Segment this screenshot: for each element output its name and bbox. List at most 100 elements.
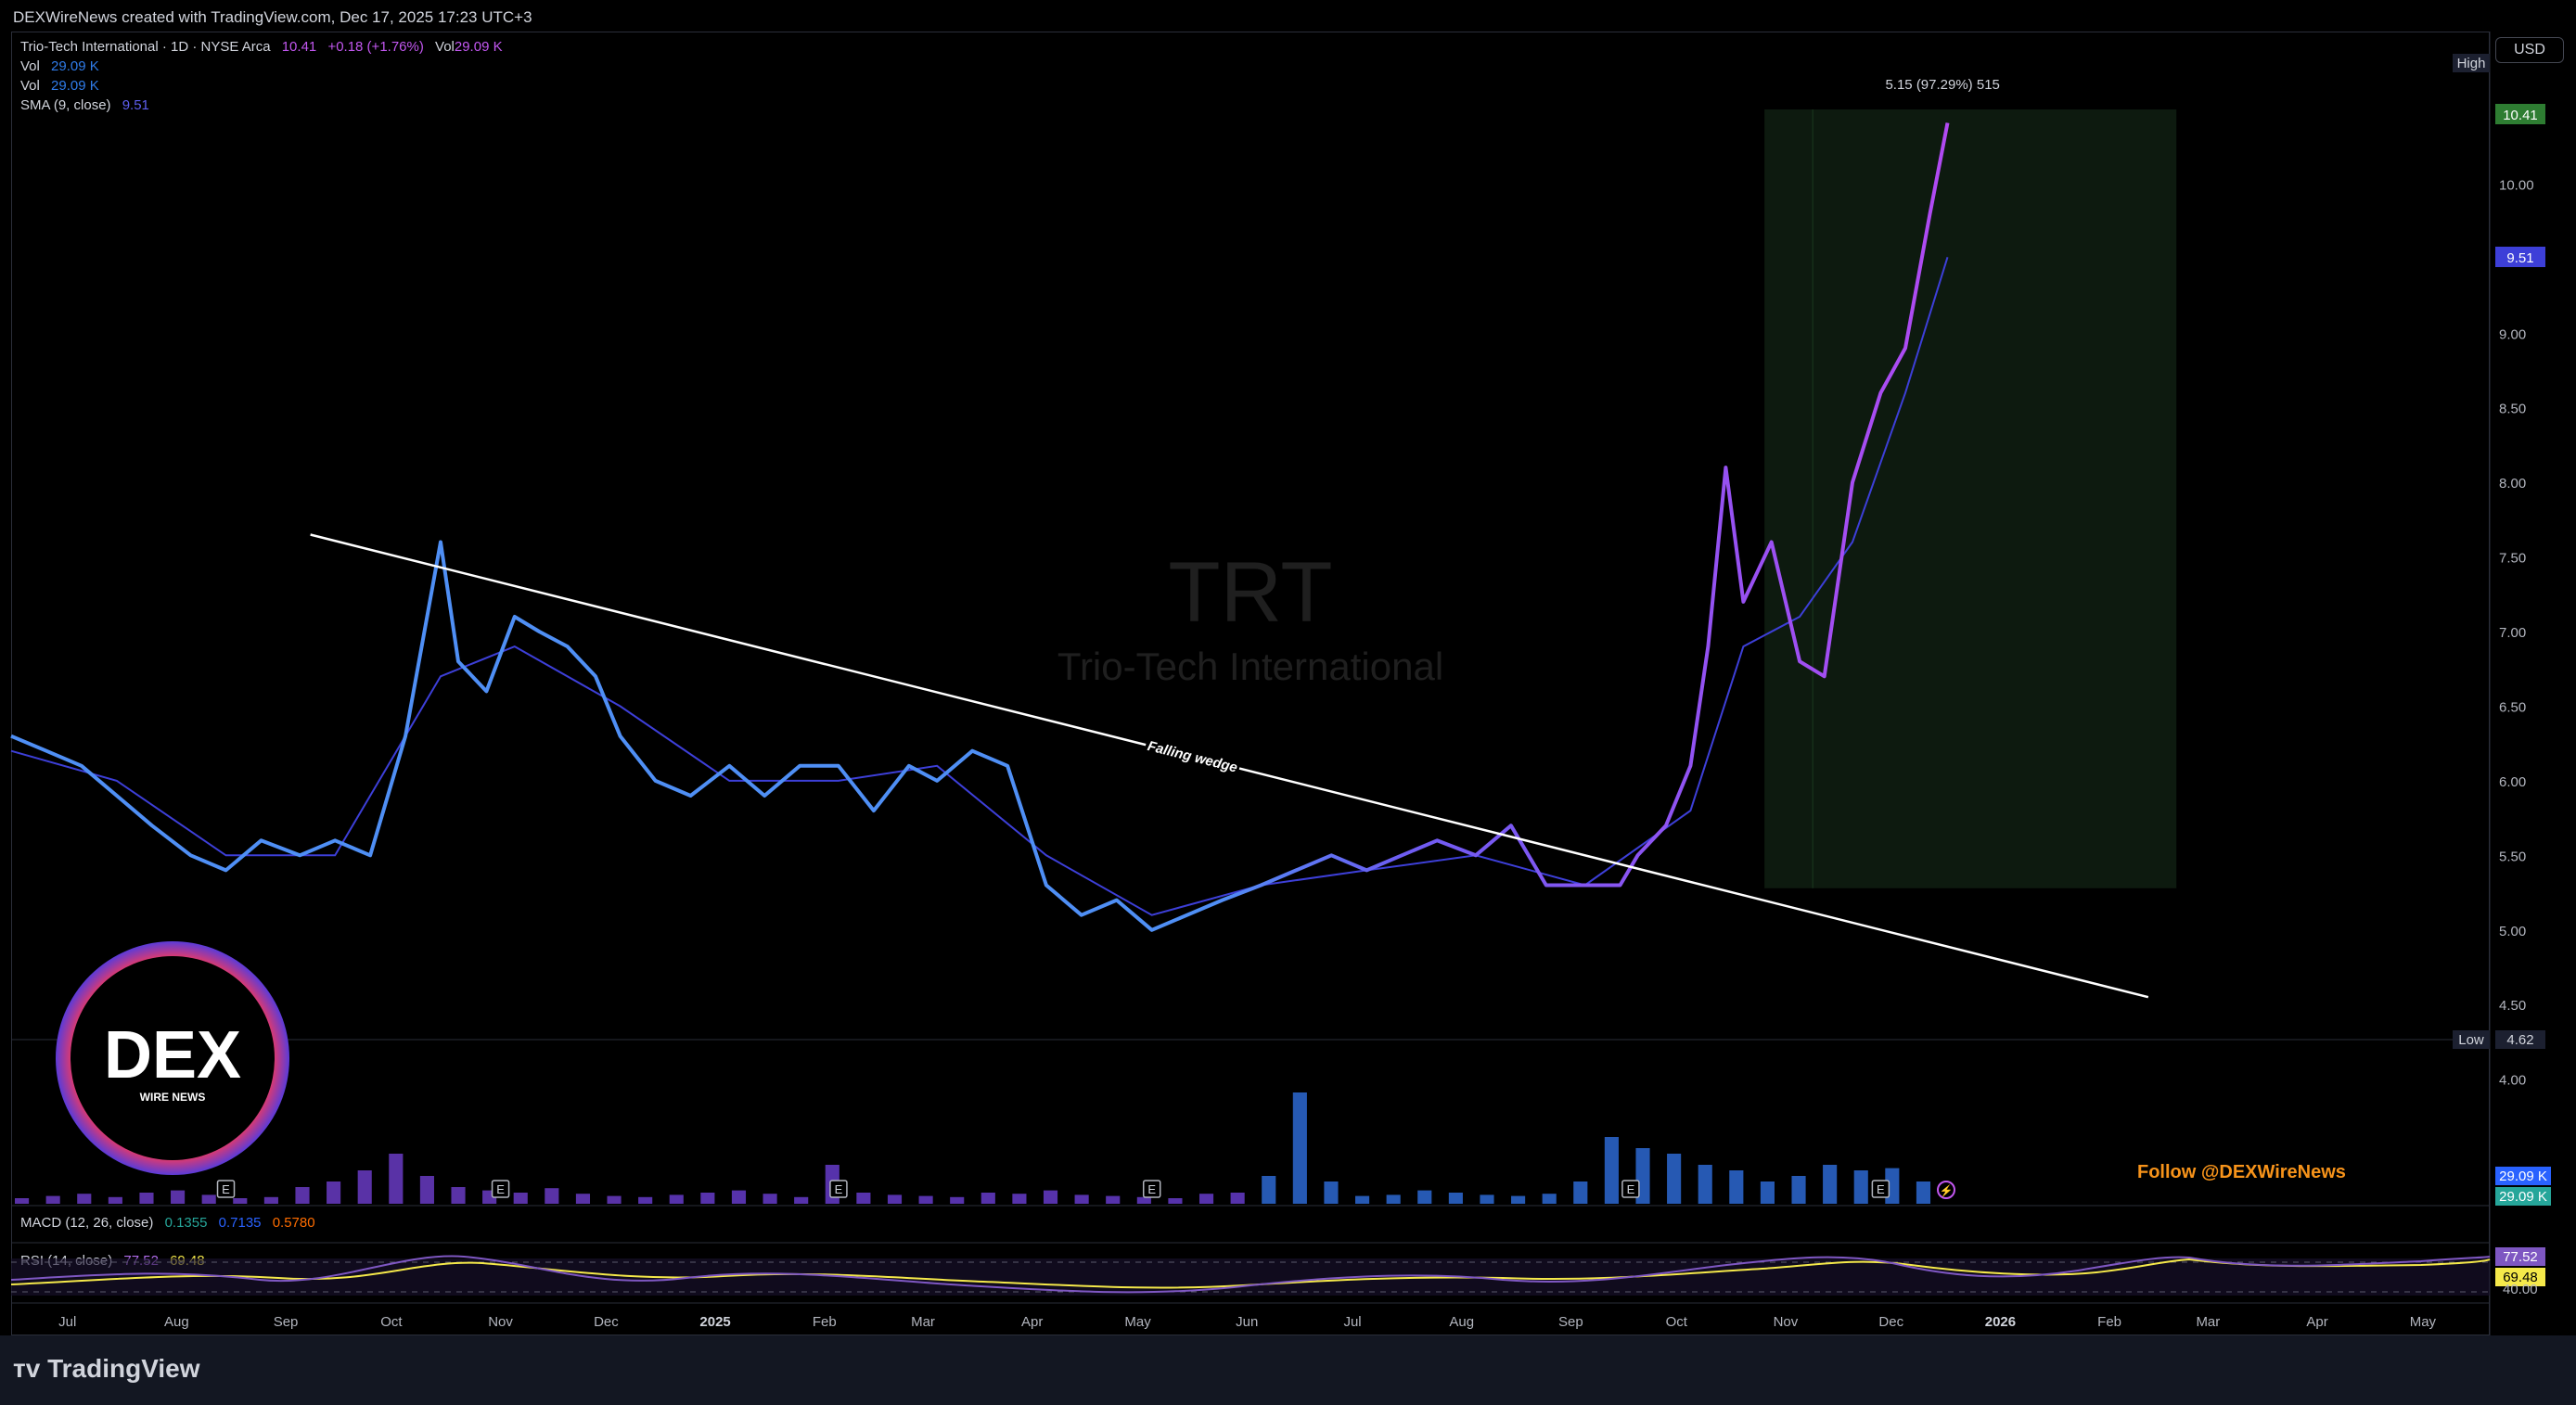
follow-callout: Follow @DEXWireNews: [2137, 1162, 2346, 1182]
sma-badge-text: 9.51: [2506, 250, 2533, 266]
symbol-name: Trio-Tech International · 1D · NYSE Arca: [20, 39, 271, 55]
rsi-badge-b-text: 69.48: [2503, 1270, 2538, 1285]
volume-bar: [389, 1154, 404, 1204]
vol1-value: 29.09 K: [51, 58, 99, 74]
y-tick-label: 9.00: [2499, 326, 2526, 342]
vol-badge-b-text: 29.09 K: [2499, 1189, 2547, 1205]
volume-bar: [1355, 1195, 1370, 1204]
earnings-marker-label: E: [1877, 1182, 1885, 1196]
macd-value: 0.1355: [164, 1215, 208, 1231]
volume-bar: [1823, 1165, 1838, 1204]
volume-bar: [171, 1190, 186, 1204]
sma-legend[interactable]: SMA (9, close) 9.51: [20, 97, 149, 113]
sma-label: SMA (9, close): [20, 97, 111, 113]
currency-selector[interactable]: USD: [2495, 37, 2564, 63]
volume-bar: [1417, 1190, 1432, 1204]
x-tick-label: Jun: [1236, 1314, 1258, 1330]
x-tick-label: Dec: [594, 1314, 619, 1330]
volume-bar: [700, 1193, 715, 1204]
vol-label: Vol: [435, 39, 455, 55]
volume-bar: [357, 1170, 372, 1204]
tradingview-logo[interactable]: ᴛᴠ TradingView: [13, 1354, 200, 1384]
volume-bar: [1760, 1181, 1775, 1204]
y-tick-label: 8.50: [2499, 402, 2526, 417]
volume-bar: [856, 1193, 871, 1204]
top-bar: DEXWireNews created with TradingView.com…: [0, 0, 2576, 32]
range-box: [1764, 109, 2177, 888]
chart-author-title: DEXWireNews created with TradingView.com…: [13, 8, 532, 26]
volume-bar: [731, 1190, 747, 1204]
y-tick-label: 5.50: [2499, 849, 2526, 864]
x-tick-label: Jul: [58, 1314, 76, 1330]
volume-bar: [1324, 1181, 1339, 1204]
macd-legend[interactable]: MACD (12, 26, close) 0.1355 0.7135 0.578…: [20, 1215, 315, 1231]
y-tick-label: 8.00: [2499, 476, 2526, 492]
volume-bar: [1168, 1198, 1183, 1204]
volume-bar: [263, 1196, 278, 1204]
vol-badge-a: [2495, 1167, 2551, 1185]
low-label-badge: [2453, 1030, 2490, 1049]
volume-bar: [1448, 1193, 1463, 1204]
macd-label: MACD (12, 26, close): [20, 1215, 154, 1231]
range-label: 5.15 (97.29%) 515: [1885, 77, 1999, 93]
dex-logo-text: DEX: [104, 1018, 241, 1092]
x-tick-label: Sep: [274, 1314, 299, 1330]
alert-icon[interactable]: [1937, 1181, 1955, 1199]
y-tick-label: 5.00: [2499, 924, 2526, 939]
rsi-line: [10, 1255, 2491, 1294]
volume-bar: [1386, 1194, 1401, 1204]
watermark-ticker: TRT: [1168, 545, 1332, 640]
volume-bar: [1667, 1154, 1682, 1204]
volume-bar: [45, 1195, 60, 1204]
vol-value: 29.09 K: [454, 39, 503, 55]
earnings-marker-label: E: [1627, 1182, 1635, 1196]
price-change: +0.18 (+1.76%): [327, 39, 424, 55]
volume-bar: [545, 1188, 559, 1204]
dex-logo-subtext: WIRE NEWS: [140, 1091, 206, 1104]
volume-bar: [1106, 1195, 1121, 1204]
earnings-marker: [1621, 1180, 1640, 1198]
vol2-value: 29.09 K: [51, 78, 99, 94]
volume-bar: [1511, 1195, 1526, 1204]
vol-legend-1[interactable]: Vol 29.09 K: [20, 58, 99, 74]
volume-bar: [1542, 1194, 1557, 1204]
tradingview-logo-icon: ᴛᴠ: [13, 1354, 41, 1383]
price-chart[interactable]: TRT Trio-Tech International 5.15 (97.29%…: [0, 0, 2576, 1335]
x-tick-label: Sep: [1558, 1314, 1583, 1330]
rsi-tick-label: 40.00: [2503, 1282, 2538, 1297]
volume-bar: [15, 1198, 30, 1204]
rsi-badge-a: [2495, 1247, 2545, 1266]
volume-bar: [1480, 1194, 1494, 1204]
volume-bar: [108, 1196, 122, 1204]
y-tick-label: 7.00: [2499, 625, 2526, 641]
x-tick-label: Mar: [2196, 1314, 2220, 1330]
high-label: High: [2457, 56, 2486, 71]
earnings-marker-label: E: [1147, 1182, 1156, 1196]
volume-bar: [1729, 1170, 1744, 1204]
x-tick-label: 2026: [1985, 1314, 2016, 1330]
earnings-marker-label: E: [835, 1182, 843, 1196]
volume-bar: [1136, 1196, 1151, 1204]
volume-bar: [950, 1196, 965, 1204]
tradingview-brand: TradingView: [47, 1354, 200, 1383]
x-tick-label: Mar: [911, 1314, 935, 1330]
trendline-label-bg: [1143, 734, 1242, 780]
rsi-ma-line: [10, 1258, 2491, 1289]
x-tick-label: Dec: [1878, 1314, 1903, 1330]
price-line: [10, 122, 1950, 932]
volume-bar: [1012, 1194, 1027, 1204]
sma-value: 9.51: [122, 97, 149, 113]
vol-legend-2[interactable]: Vol 29.09 K: [20, 78, 99, 94]
volume-bar: [295, 1187, 310, 1204]
x-tick-label: Jul: [1343, 1314, 1361, 1330]
volume-bar: [77, 1194, 92, 1204]
volume-bar: [794, 1196, 809, 1204]
vol-badge-a-text: 29.09 K: [2499, 1169, 2547, 1184]
last-price-badge: [2495, 104, 2545, 124]
symbol-legend[interactable]: Trio-Tech International · 1D · NYSE Arca…: [20, 39, 503, 55]
earnings-marker: [1142, 1180, 1161, 1198]
earnings-marker: [1871, 1180, 1890, 1198]
sma-badge: [2495, 247, 2545, 267]
volume-bar: [669, 1194, 684, 1204]
volume-bar: [1262, 1176, 1276, 1204]
